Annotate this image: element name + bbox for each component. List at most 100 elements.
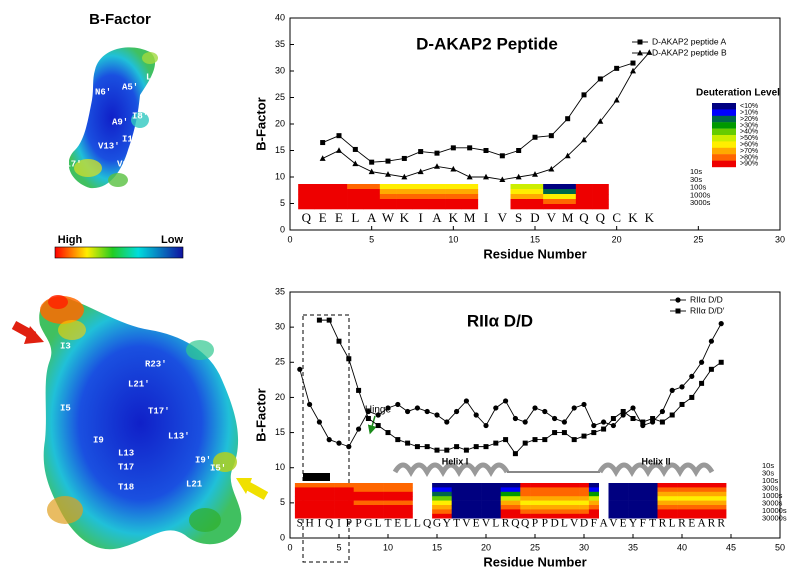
- heatmap-cell: [510, 505, 521, 510]
- marker: [450, 145, 456, 151]
- heatmap-cell: [716, 483, 727, 488]
- heatmap-cell: [363, 204, 381, 210]
- heatmap-cell: [637, 491, 648, 497]
- marker: [565, 116, 571, 122]
- heatmap-cell: [637, 496, 648, 501]
- heatmap-cell: [402, 509, 413, 515]
- heatmap-cell: [667, 496, 678, 501]
- deuteration-label: >90%: [740, 161, 758, 168]
- heatmap-cell: [334, 496, 345, 501]
- heatmap-cell: [347, 194, 364, 200]
- deuteration-label: >80%: [740, 154, 758, 161]
- marker: [581, 401, 587, 408]
- heatmap-cell: [441, 491, 452, 497]
- deuteration-label: >60%: [740, 142, 758, 149]
- residue-label: T17: [118, 462, 134, 472]
- residue-label: T18: [118, 482, 134, 492]
- heatmap-cell: [716, 500, 727, 506]
- heatmap-cell: [579, 496, 590, 501]
- heatmap-cell: [686, 487, 697, 493]
- marker: [630, 60, 636, 66]
- heatmap-cell: [500, 487, 511, 493]
- sequence-letter: E: [335, 210, 343, 225]
- heatmap-cell: [657, 487, 668, 493]
- marker: [679, 384, 685, 390]
- heatmap-cell: [575, 194, 593, 200]
- marker: [356, 387, 362, 393]
- heatmap-cell: [441, 500, 452, 506]
- marker: [718, 359, 724, 365]
- heatmap-cell: [363, 513, 374, 519]
- marker: [620, 408, 626, 414]
- heatmap-cell: [451, 491, 462, 497]
- marker: [689, 373, 695, 379]
- heatmap-cell: [579, 509, 590, 515]
- heatmap-cell: [363, 496, 374, 501]
- heatmap-cell: [441, 487, 452, 493]
- heatmap-cell: [539, 491, 550, 497]
- sequence-letter: A: [367, 210, 377, 225]
- helix-label: Helix I: [442, 456, 469, 466]
- heatmap-cell: [510, 199, 528, 205]
- heatmap-cell: [396, 189, 413, 195]
- heatmap-cell: [510, 184, 528, 190]
- hinge-arrow: [367, 415, 377, 435]
- sequence-letter: Q: [511, 518, 520, 530]
- marker: [591, 422, 597, 429]
- heatmap-cell: [608, 496, 619, 501]
- heatmap-cell: [696, 513, 707, 519]
- deuteration-swatch: [712, 135, 736, 142]
- marker: [669, 412, 675, 418]
- heatmap-cell: [618, 509, 629, 515]
- heatmap-cell: [510, 500, 521, 506]
- time-label: 10000s: [762, 506, 787, 515]
- residue-label: L13: [118, 448, 134, 458]
- heatmap-cell: [559, 199, 577, 205]
- heatmap-cell: [706, 491, 717, 497]
- legend-marker: [675, 297, 681, 303]
- arrow-yellow: [245, 482, 269, 500]
- heatmap-cell: [294, 487, 305, 493]
- y-tick-label: 25: [275, 92, 285, 102]
- marker: [601, 426, 607, 432]
- heatmap-cell: [363, 199, 381, 205]
- sequence-letter: Q: [596, 210, 606, 225]
- heatmap-cell: [510, 483, 521, 488]
- heatmap-cell: [696, 496, 707, 501]
- heatmap-cell: [608, 483, 619, 488]
- heatmap-cell: [451, 509, 462, 515]
- heatmap-cell: [432, 513, 443, 519]
- sequence-letter: S: [297, 518, 303, 530]
- heatmap-cell: [412, 189, 430, 195]
- heatmap-cell: [412, 194, 430, 200]
- heatmap-cell: [569, 483, 580, 488]
- heatmap-cell: [500, 513, 511, 519]
- heatmap-cell: [373, 496, 384, 501]
- heatmap-cell: [445, 204, 462, 210]
- heatmap-cell: [451, 483, 462, 488]
- heatmap-cell: [543, 204, 560, 210]
- sequence-letter: K: [400, 210, 410, 225]
- heatmap-cell: [530, 500, 541, 506]
- heatmap-cell: [471, 500, 482, 506]
- heatmap-cell: [559, 500, 570, 506]
- marker: [346, 444, 352, 450]
- sequence-letter: L: [669, 518, 676, 530]
- y-axis-label: B-Factor: [253, 97, 268, 150]
- sequence-letter: K: [645, 210, 655, 225]
- heatmap-cell: [490, 496, 501, 501]
- heatmap-cell: [657, 513, 668, 519]
- marker: [552, 430, 558, 436]
- heatmap-cell: [588, 505, 599, 510]
- heatmap-cell: [304, 496, 315, 501]
- sequence-letter: T: [453, 518, 460, 530]
- time-label: 1000s: [690, 190, 711, 199]
- deuteration-swatch: [712, 147, 736, 155]
- marker: [503, 437, 509, 443]
- heatmap-cell: [628, 500, 639, 506]
- marker: [597, 76, 603, 82]
- sequence-letter: L: [351, 210, 359, 225]
- sequence-letter: L: [404, 518, 411, 530]
- residue-label: M17′: [60, 159, 82, 169]
- marker: [503, 398, 509, 404]
